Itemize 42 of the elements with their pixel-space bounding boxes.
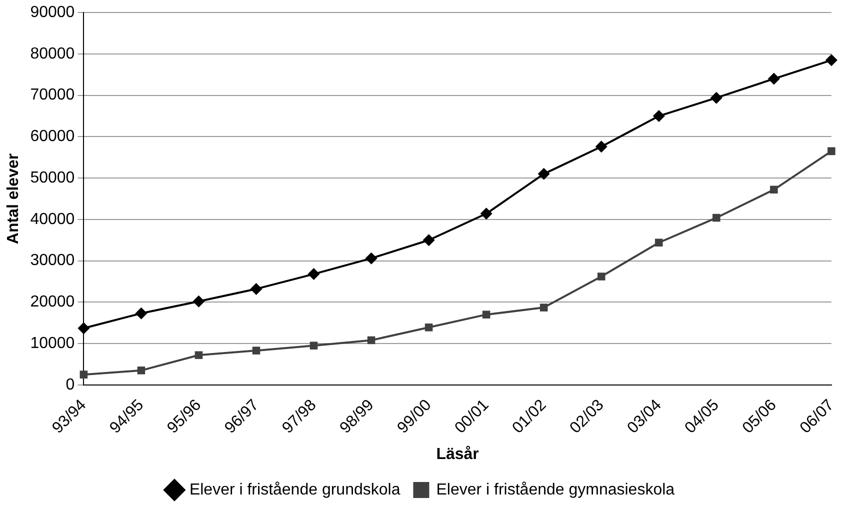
point [595, 140, 608, 153]
point [80, 370, 88, 378]
y-tick-label: 30000 [30, 252, 75, 270]
y-tick-label: 60000 [30, 128, 75, 146]
point [135, 307, 148, 320]
y-tick-label: 0 [66, 376, 75, 394]
legend-label: Elever i fristående grundskola [189, 481, 400, 498]
point [137, 366, 146, 374]
point [597, 272, 606, 280]
point [710, 92, 722, 104]
point [825, 54, 838, 66]
point [770, 186, 778, 194]
y-axis-title: Antal elever [5, 153, 22, 244]
point [422, 234, 435, 246]
point [538, 168, 550, 180]
point [540, 304, 548, 312]
point [482, 310, 490, 318]
y-tick-label: 90000 [30, 4, 75, 22]
y-tick-label: 40000 [30, 210, 75, 228]
y-tick-label: 20000 [30, 294, 75, 311]
y-tick-label: 10000 [30, 334, 75, 352]
point [78, 322, 90, 334]
point [192, 295, 205, 308]
point [712, 214, 720, 222]
point [308, 268, 320, 280]
y-tick-label: 70000 [30, 86, 75, 104]
point [654, 238, 663, 246]
y-tick-label: 80000 [30, 45, 75, 62]
x-axis-title: Läsår [436, 444, 479, 463]
point [250, 282, 262, 295]
point [367, 336, 376, 344]
point [252, 346, 260, 354]
point [194, 351, 203, 360]
y-tick-label: 50000 [30, 169, 75, 186]
legend-label: Elever i fristående gymnasieskola [436, 481, 675, 498]
point [768, 72, 780, 85]
point [652, 110, 665, 122]
point [365, 252, 378, 264]
point [480, 208, 492, 220]
point [424, 324, 433, 332]
point [828, 147, 836, 156]
point [310, 342, 318, 350]
